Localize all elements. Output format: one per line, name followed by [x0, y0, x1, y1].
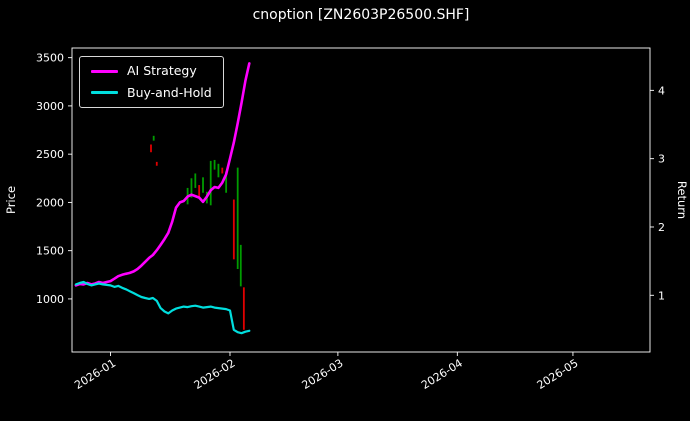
x-tick-label: 2026-05	[535, 357, 581, 392]
return-axis-label: Return	[675, 181, 689, 219]
price-tick-label: 1500	[36, 245, 64, 258]
price-tick-label: 1000	[36, 293, 64, 306]
legend-label-ai-strategy: AI Strategy	[127, 63, 197, 78]
series-line-buy-and-hold	[74, 280, 251, 335]
series-line-ai-strategy	[74, 62, 251, 287]
price-tick-label: 2500	[36, 148, 64, 161]
return-tick-label: 2	[658, 221, 665, 234]
chart-title: cnoption [ZN2603P26500.SHF]	[253, 7, 470, 23]
x-tick-label: 2026-01	[72, 357, 118, 392]
x-tick-label: 2026-04	[419, 357, 465, 392]
x-tick-label: 2026-02	[192, 357, 238, 392]
legend-item-buy-and-hold: Buy-and-Hold	[91, 84, 212, 100]
price-axis-label: Price	[4, 186, 18, 214]
return-tick-label: 1	[658, 289, 665, 302]
return-tick-label: 4	[658, 84, 665, 97]
legend-label-buy-and-hold: Buy-and-Hold	[127, 84, 212, 100]
price-tick-label: 3000	[36, 100, 64, 113]
ai-strategy-line-swatch	[91, 69, 118, 73]
price-tick-label: 3500	[36, 52, 64, 65]
x-tick-label: 2026-03	[300, 357, 346, 392]
price-tick-label: 2000	[36, 196, 64, 209]
return-tick-label: 3	[658, 153, 665, 166]
plot-border	[71, 47, 651, 353]
legend-item-ai-strategy: AI Strategy	[91, 63, 212, 78]
buy-and-hold-line-swatch	[91, 91, 118, 95]
chart-legend: AI Strategy Buy-and-Hold	[79, 56, 224, 108]
